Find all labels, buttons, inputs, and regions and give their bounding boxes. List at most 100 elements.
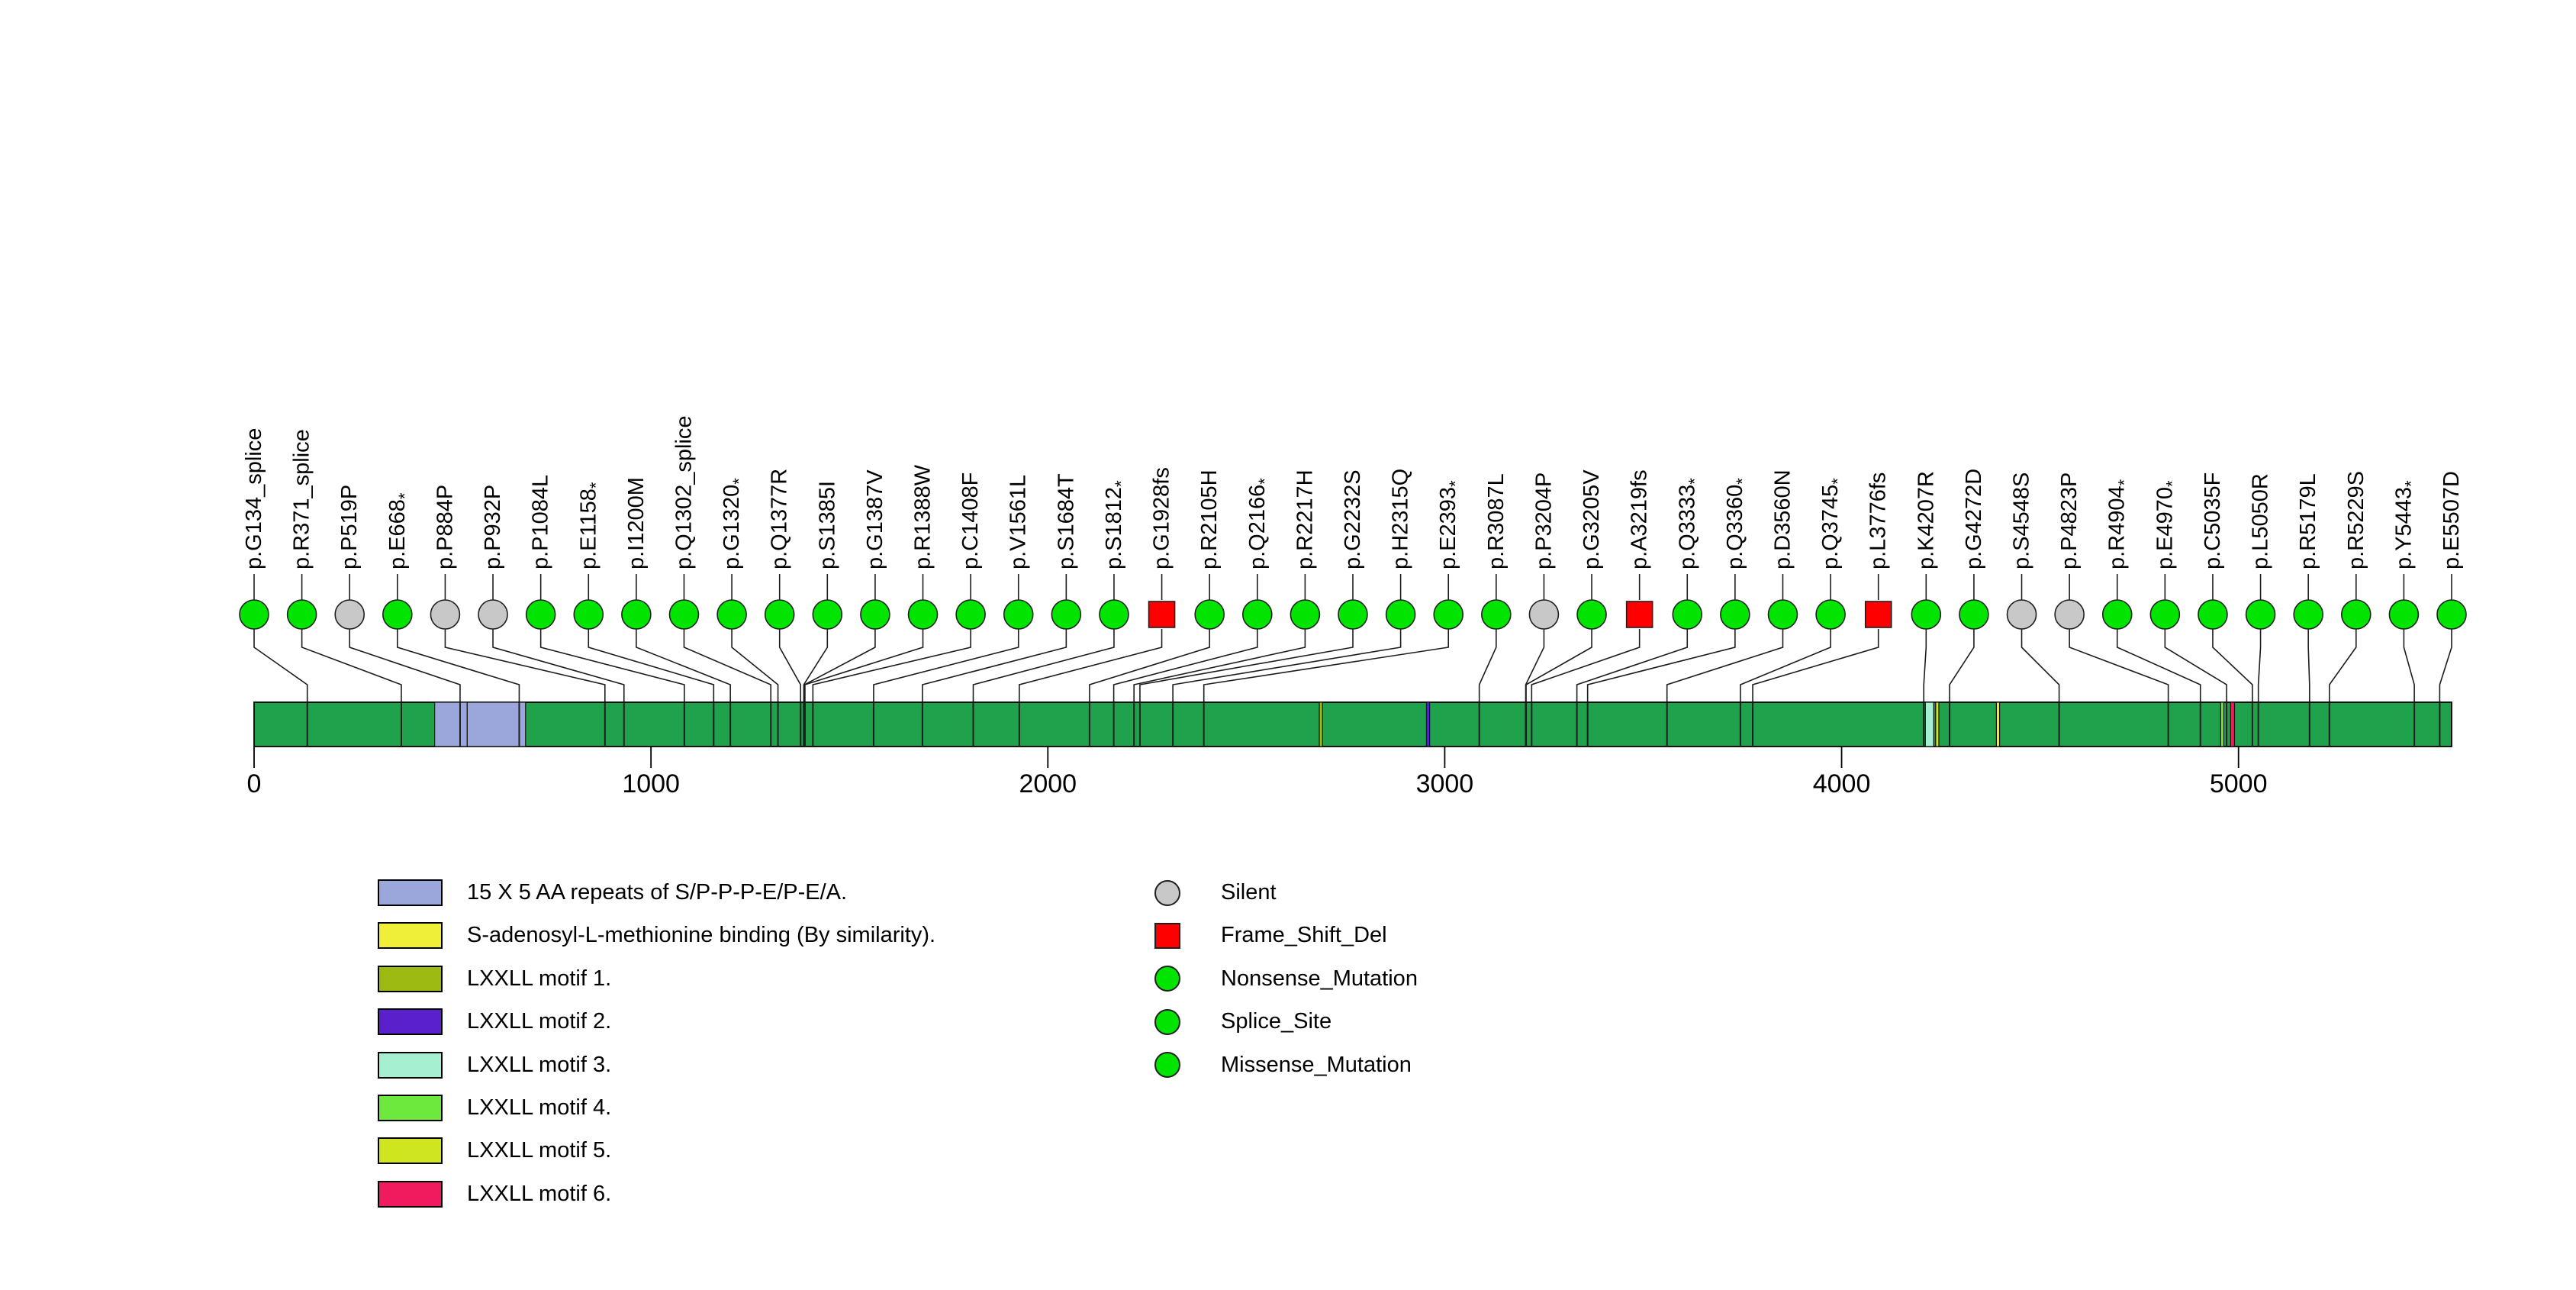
- missense_mutation-marker: [1194, 599, 1225, 630]
- mutation-connector-line: [873, 629, 1019, 702]
- domain-color-swatch: [378, 965, 443, 992]
- mutation-connector-line: [1133, 629, 1306, 702]
- mutation-connector-line: [2164, 629, 2227, 702]
- mutation-label: p.L3776fs: [1866, 472, 1891, 569]
- mutation-label: p.R371_splice: [290, 429, 314, 569]
- domain-legend-label: LXXLL motif 1.: [467, 966, 612, 991]
- mutation-connector-line: [1089, 629, 1210, 702]
- axis-tick-label: 1000: [622, 769, 680, 798]
- missense_mutation-marker: [621, 599, 652, 630]
- domain-legend-item: LXXLL motif 3.: [378, 1051, 611, 1079]
- silent-marker: [2054, 599, 2085, 630]
- missense_mutation-marker: [907, 599, 939, 630]
- mutation-label: p.E5507D: [2439, 471, 2464, 569]
- protein-backbone-bar: [253, 701, 2452, 747]
- frame-shift-del-marker: [1625, 601, 1653, 628]
- nonsense_mutation-marker: [1433, 599, 1464, 630]
- missense_mutation-marker: [1338, 599, 1368, 630]
- protein-domain-rect: [2230, 701, 2236, 747]
- silent-legend-marker-icon: [1154, 879, 1180, 906]
- domain-color-swatch: [378, 1008, 443, 1036]
- domain-legend-item: 15 X 5 AA repeats of S/P-P-P-E/P-E/A.: [378, 879, 847, 906]
- mutation-connector-line: [778, 629, 802, 702]
- mutation-label: p.G3205V: [1579, 469, 1604, 569]
- mutation-label: p.E1158*: [576, 482, 605, 569]
- domain-color-swatch: [378, 1137, 443, 1165]
- mutation-label: p.R2217H: [1293, 469, 1317, 569]
- missense_mutation-marker: [1767, 599, 1798, 630]
- mutation-label: p.G1387V: [863, 469, 887, 569]
- mutation-label: p.G1928fs: [1150, 467, 1174, 569]
- mutation-label: p.E2393*: [1436, 480, 1465, 569]
- missense_mutation-marker: [764, 599, 795, 630]
- silent-marker: [334, 599, 365, 630]
- domain-legend-item: LXXLL motif 1.: [378, 965, 612, 992]
- mutation-label: p.E4970*: [2153, 480, 2182, 569]
- mutation-connector-line: [397, 629, 520, 702]
- frame-shift-del-marker: [1148, 601, 1176, 628]
- domain-legend-label: LXXLL motif 4.: [467, 1095, 612, 1120]
- mutation-connector-line: [1478, 629, 1497, 702]
- protein-domain-rect: [1995, 701, 2001, 747]
- mutation-connector-line: [349, 629, 461, 702]
- mutation-connector-line: [301, 629, 402, 702]
- silent-marker: [478, 599, 508, 630]
- nonsense_mutation-marker: [1815, 599, 1846, 630]
- mutation-label: p.Q3360*: [1723, 478, 1752, 569]
- mutation-label: p.L5050R: [2249, 473, 2273, 569]
- missense_mutation-marker: [1003, 599, 1034, 630]
- mutation-type-legend-item: Missense_Mutation: [1154, 1052, 1412, 1079]
- missense_mutation-marker: [1959, 599, 1989, 630]
- mutation-type-legend-item: Frame_Shift_Del: [1154, 922, 1387, 949]
- axis-tick-label: 0: [247, 769, 262, 798]
- missense_mutation-marker: [812, 599, 843, 630]
- mutation-type-legend-label: Frame_Shift_Del: [1221, 923, 1387, 948]
- mutation-label: p.Q1377R: [768, 469, 792, 569]
- mutation-connector-line: [1949, 629, 1975, 702]
- missense_mutation-marker: [525, 599, 556, 630]
- missense_mutation-marker: [860, 599, 890, 630]
- mutation-label: p.Q2166*: [1245, 478, 1274, 569]
- mutation-connector-line: [1531, 629, 1641, 702]
- missense_mutation-marker: [1481, 599, 1512, 630]
- domain-color-swatch: [378, 879, 443, 906]
- mutation-label: p.G2232S: [1341, 469, 1365, 569]
- mutation-label: p.G4272D: [1962, 469, 1986, 569]
- nonsense_mutation-legend-marker-icon: [1154, 966, 1180, 992]
- missense_mutation-marker: [2198, 599, 2228, 630]
- missense_mutation-marker: [955, 599, 986, 630]
- mutation-label: p.G1320*: [720, 478, 749, 569]
- mutation-type-legend-label: Silent: [1221, 880, 1277, 905]
- mutation-type-legend-label: Nonsense_Mutation: [1221, 966, 1418, 991]
- mutation-label: p.P3204P: [1531, 472, 1556, 569]
- frame-shift-del-marker: [1864, 601, 1892, 628]
- mutation-connector-line: [1203, 629, 1450, 702]
- mutation-connector-line: [922, 629, 1067, 702]
- mutation-connector-line: [1172, 629, 1402, 702]
- mutation-connector-line: [444, 629, 606, 702]
- mutation-connector-line: [2069, 629, 2169, 702]
- domain-legend-item: S-adenosyl-L-methionine binding (By simi…: [378, 922, 935, 950]
- mutation-label: p.A3219fs: [1628, 469, 1652, 569]
- nonsense_mutation-marker: [2149, 599, 2181, 630]
- splice_site-marker: [668, 599, 700, 630]
- frame_shift_del-legend-marker-icon: [1154, 922, 1180, 949]
- mutation-label: p.P932P: [481, 485, 505, 569]
- mutation-connector-line: [1113, 629, 1258, 702]
- mutation-label: p.K4207R: [1914, 471, 1938, 569]
- axis-tick-label: 4000: [1813, 769, 1871, 798]
- mutation-connector-line: [731, 629, 779, 702]
- mutation-type-legend-label: Splice_Site: [1221, 1009, 1332, 1034]
- mutation-type-legend-item: Nonsense_Mutation: [1154, 966, 1418, 992]
- mutation-connector-line: [1019, 629, 1163, 702]
- domain-legend-item: LXXLL motif 6.: [378, 1180, 611, 1208]
- mutation-connector-line: [1752, 629, 1879, 702]
- domain-legend-label: 15 X 5 AA repeats of S/P-P-P-E/P-E/A.: [467, 880, 848, 905]
- mutation-label: p.R3087L: [1484, 473, 1509, 569]
- mutation-type-legend-item: Silent: [1154, 879, 1277, 906]
- mutation-label: p.S1385I: [815, 481, 839, 569]
- mutation-connector-line: [1525, 629, 1592, 702]
- missense_mutation-marker: [1911, 599, 1942, 630]
- protein-domain-rect: [1319, 701, 1323, 747]
